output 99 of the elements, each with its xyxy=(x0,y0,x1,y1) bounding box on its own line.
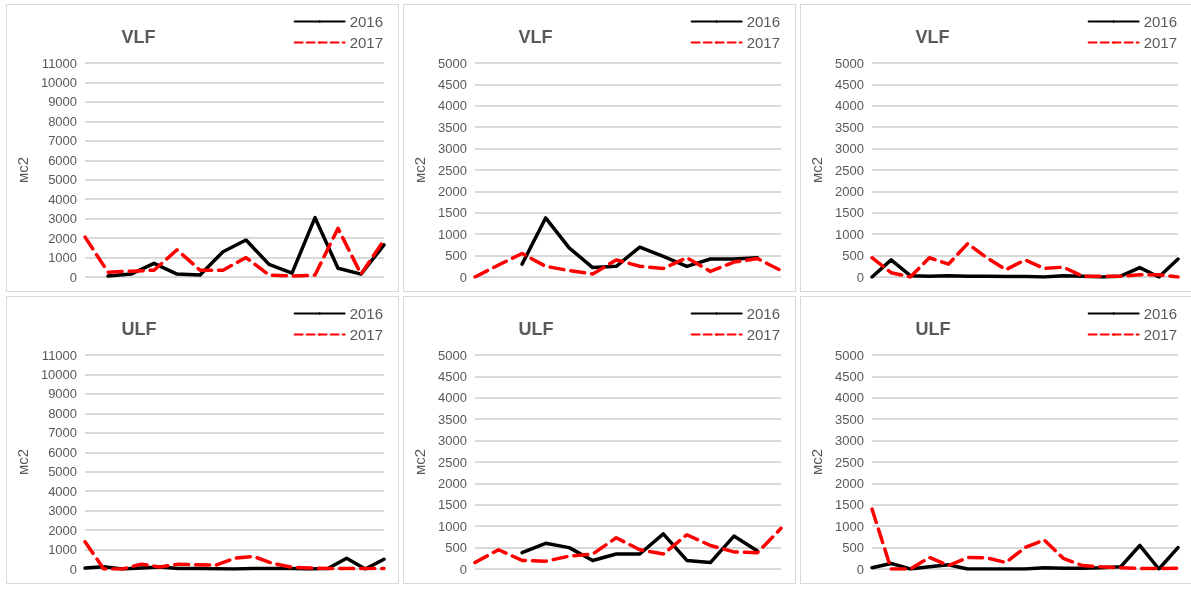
y-tick-label: 10000 xyxy=(40,74,78,90)
y-tick-label: 4000 xyxy=(835,98,864,114)
y-tick-label: 2500 xyxy=(835,162,864,178)
y-tick-label: 500 xyxy=(445,540,467,556)
legend-label: 2017 xyxy=(1143,34,1178,51)
y-tick-label: 11000 xyxy=(41,347,78,363)
y-tick-label: 5000 xyxy=(438,55,467,71)
y-axis-title: мс2 xyxy=(808,156,825,184)
y-tick-label: 0 xyxy=(459,269,467,285)
legend-label: 2016 xyxy=(1143,305,1178,322)
y-tick-label: 1000 xyxy=(835,226,864,242)
line-series xyxy=(83,226,386,278)
y-tick-label: 4000 xyxy=(48,191,78,207)
y-tick-label: 3000 xyxy=(438,433,467,449)
y-tick-label: 3500 xyxy=(835,119,864,135)
legend-label: 2016 xyxy=(746,305,781,322)
y-tick-label: 2000 xyxy=(438,183,467,199)
y-tick-label: 3500 xyxy=(438,411,467,427)
legend-label: 2017 xyxy=(1143,326,1178,343)
y-tick-label: 2500 xyxy=(835,454,864,470)
y-tick-label: 1500 xyxy=(835,205,864,221)
y-tick-label: 4500 xyxy=(835,368,864,384)
legend-label: 2017 xyxy=(349,326,384,343)
y-tick-label: 8000 xyxy=(48,405,78,421)
y-tick-label: 3000 xyxy=(48,211,78,227)
chart-title: ULF xyxy=(518,319,554,339)
legend-label: 2016 xyxy=(746,13,781,30)
y-tick-label: 500 xyxy=(445,248,467,264)
y-tick-label: 1500 xyxy=(438,497,467,513)
y-tick-label: 4000 xyxy=(835,390,864,406)
legend-label: 2017 xyxy=(349,34,384,51)
y-tick-label: 1000 xyxy=(48,250,78,266)
line-series xyxy=(520,532,760,565)
y-tick-label: 9000 xyxy=(48,94,78,110)
line-series xyxy=(870,507,1180,571)
line-series xyxy=(83,540,386,571)
y-tick-label: 1000 xyxy=(48,542,78,558)
y-tick-label: 2000 xyxy=(835,183,864,199)
y-tick-label: 4000 xyxy=(438,390,467,406)
legend-label: 2017 xyxy=(746,326,781,343)
y-tick-label: 500 xyxy=(842,248,864,264)
y-tick-label: 500 xyxy=(842,540,864,556)
y-tick-label: 2000 xyxy=(438,475,467,491)
y-tick-label: 2500 xyxy=(438,162,467,178)
y-tick-label: 7000 xyxy=(48,425,78,441)
y-tick-label: 0 xyxy=(69,561,78,577)
y-tick-label: 6000 xyxy=(48,444,78,460)
y-tick-label: 3000 xyxy=(48,503,78,519)
y-axis-title: мс2 xyxy=(14,156,31,184)
y-tick-label: 5000 xyxy=(835,347,864,363)
y-tick-label: 4000 xyxy=(48,483,78,499)
y-tick-label: 1000 xyxy=(835,518,864,534)
y-tick-label: 4500 xyxy=(835,76,864,92)
y-tick-label: 1500 xyxy=(438,205,467,221)
line-series xyxy=(870,241,1180,279)
y-tick-label: 0 xyxy=(856,269,864,285)
y-tick-label: 1000 xyxy=(438,518,467,534)
line-series xyxy=(473,526,783,565)
y-tick-label: 1500 xyxy=(835,497,864,513)
y-tick-label: 5000 xyxy=(438,347,467,363)
y-tick-label: 3000 xyxy=(835,433,864,449)
y-tick-label: 9000 xyxy=(48,386,78,402)
y-tick-label: 2500 xyxy=(438,454,467,470)
y-axis-title: мс2 xyxy=(411,156,428,184)
y-tick-label: 3000 xyxy=(835,141,864,157)
y-tick-label: 5000 xyxy=(835,55,864,71)
line-series xyxy=(473,251,783,279)
y-tick-label: 1000 xyxy=(438,226,467,242)
y-axis-title: мс2 xyxy=(14,448,31,476)
chart-title: VLF xyxy=(518,27,553,47)
y-tick-label: 0 xyxy=(856,561,864,577)
chart-title: ULF xyxy=(915,319,951,339)
y-tick-label: 6000 xyxy=(48,152,78,168)
y-tick-label: 4500 xyxy=(438,76,467,92)
y-tick-label: 2000 xyxy=(835,475,864,491)
y-tick-label: 5000 xyxy=(48,172,78,188)
y-tick-label: 10000 xyxy=(40,366,78,382)
y-tick-label: 3500 xyxy=(438,119,467,135)
y-tick-label: 0 xyxy=(459,561,467,577)
y-tick-label: 4500 xyxy=(438,368,467,384)
y-tick-label: 3000 xyxy=(438,141,467,157)
y-axis-title: мс2 xyxy=(808,448,825,476)
chart-title: VLF xyxy=(915,27,950,47)
legend-label: 2016 xyxy=(1143,13,1178,30)
y-tick-label: 11000 xyxy=(41,55,78,71)
y-tick-label: 3500 xyxy=(835,411,864,427)
y-tick-label: 2000 xyxy=(48,522,78,538)
y-tick-label: 5000 xyxy=(48,464,78,480)
y-axis-title: мс2 xyxy=(411,448,428,476)
y-tick-label: 2000 xyxy=(48,230,78,246)
y-tick-label: 8000 xyxy=(48,113,78,129)
legend-label: 2016 xyxy=(349,305,384,322)
legend-label: 2016 xyxy=(349,13,384,30)
y-tick-label: 0 xyxy=(69,269,78,285)
chart-title: VLF xyxy=(121,27,156,47)
legend-label: 2017 xyxy=(746,34,781,51)
chart-title: ULF xyxy=(121,319,157,339)
y-tick-label: 7000 xyxy=(48,133,78,149)
y-tick-label: 4000 xyxy=(438,98,467,114)
